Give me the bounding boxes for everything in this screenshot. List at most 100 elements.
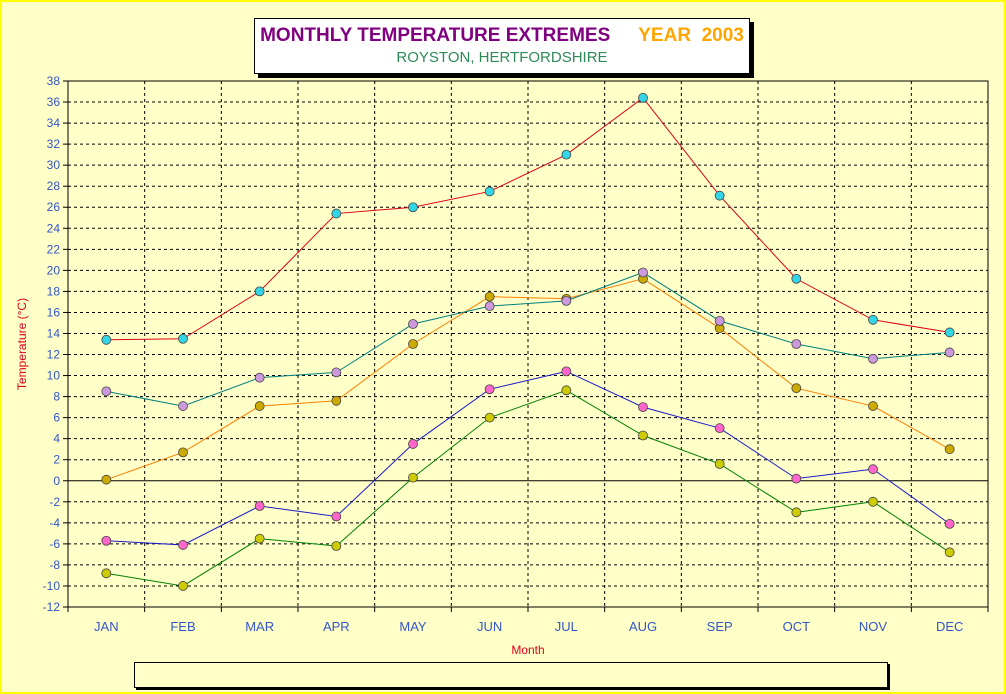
y-tick-label: -6	[49, 537, 60, 551]
data-point	[254, 286, 265, 297]
data-point	[331, 367, 342, 378]
x-tick-label: DEC	[936, 619, 963, 634]
data-point	[714, 315, 725, 326]
data-point	[638, 92, 648, 103]
data-point	[484, 186, 495, 197]
y-tick-label: -10	[43, 579, 61, 593]
data-point	[101, 568, 112, 579]
y-tick-label: -8	[49, 558, 60, 572]
data-point	[101, 386, 112, 397]
series-line-2	[106, 271, 950, 407]
data-point	[561, 385, 572, 396]
y-tick-label: 28	[47, 179, 61, 193]
y-tick-label: 6	[53, 411, 60, 425]
data-point	[561, 295, 572, 306]
data-point	[944, 518, 955, 529]
data-point	[101, 535, 112, 546]
y-tick-label: 26	[47, 200, 61, 214]
data-point	[331, 511, 342, 522]
data-point	[484, 291, 495, 302]
y-tick-label: 30	[47, 158, 61, 172]
data-point	[638, 402, 648, 413]
data-point	[944, 444, 955, 455]
series-line-0	[106, 97, 950, 341]
y-tick-label: 34	[47, 116, 61, 130]
data-point	[178, 333, 188, 344]
data-point	[714, 423, 725, 434]
x-tick-label: OCT	[783, 619, 811, 634]
y-tick-label: -12	[43, 600, 61, 614]
data-point	[484, 384, 495, 395]
y-tick-label: -2	[49, 495, 60, 509]
data-point	[791, 273, 802, 284]
data-point	[868, 496, 878, 507]
data-point	[254, 372, 265, 383]
data-point	[178, 401, 188, 411]
data-point	[638, 267, 648, 278]
y-tick-label: 0	[53, 474, 60, 488]
data-point	[408, 339, 418, 349]
data-point	[791, 383, 802, 394]
y-tick-label: 12	[47, 348, 61, 362]
data-point	[484, 412, 495, 423]
y-tick-label: -4	[49, 516, 60, 530]
data-point	[714, 190, 725, 201]
data-point	[484, 301, 495, 312]
data-point	[254, 501, 265, 511]
x-tick-label: SEP	[707, 619, 733, 634]
y-tick-label: 10	[47, 369, 61, 383]
data-point	[638, 430, 648, 441]
data-point	[331, 208, 342, 219]
series-line-3	[106, 370, 950, 546]
year-label: YEAR 2003	[638, 25, 744, 46]
x-tick-label: JAN	[94, 619, 119, 634]
legend	[134, 662, 888, 688]
chart-subtitle: ROYSTON, HERTFORDSHIRE	[396, 49, 608, 66]
y-tick-label: 8	[53, 390, 60, 404]
data-point	[331, 395, 342, 406]
data-point	[178, 447, 188, 458]
data-point	[944, 347, 955, 358]
data-point	[868, 464, 878, 475]
data-point	[868, 353, 878, 364]
data-point	[561, 149, 572, 160]
data-point	[714, 459, 725, 469]
data-point	[944, 327, 955, 338]
data-point	[791, 473, 802, 484]
data-point	[178, 540, 188, 550]
y-tick-label: 20	[47, 263, 61, 277]
x-tick-label: JUL	[555, 619, 578, 634]
x-tick-label: MAY	[399, 619, 427, 634]
x-tick-label: MAR	[245, 619, 274, 634]
data-point	[791, 339, 802, 349]
data-point	[331, 541, 342, 551]
title-line: MONTHLY TEMPERATURE EXTREMES YEAR 2003	[255, 25, 749, 47]
y-tick-label: 32	[47, 137, 61, 151]
y-tick-label: 24	[47, 221, 61, 235]
data-point	[868, 401, 878, 411]
data-point	[408, 319, 418, 329]
title-box: MONTHLY TEMPERATURE EXTREMES YEAR 2003 RO…	[254, 18, 750, 74]
y-tick-label: 16	[47, 305, 61, 319]
data-point	[254, 401, 265, 411]
data-point	[408, 439, 418, 449]
y-tick-label: 4	[53, 432, 60, 446]
data-point	[408, 472, 418, 483]
data-point	[101, 474, 112, 485]
chart-title: MONTHLY TEMPERATURE EXTREMES	[260, 25, 611, 46]
x-tick-label: JUN	[477, 619, 502, 634]
data-point	[178, 581, 188, 591]
data-point	[408, 202, 418, 213]
x-tick-label: APR	[323, 619, 350, 634]
data-point	[791, 507, 802, 518]
x-axis-label: Month	[511, 643, 544, 657]
data-point	[868, 314, 878, 325]
data-point	[254, 533, 265, 544]
y-tick-label: 22	[47, 242, 61, 256]
data-point	[101, 334, 112, 345]
data-point	[944, 547, 955, 558]
y-tick-label: 2	[53, 453, 60, 467]
data-point	[561, 366, 572, 377]
x-tick-label: NOV	[859, 619, 888, 634]
